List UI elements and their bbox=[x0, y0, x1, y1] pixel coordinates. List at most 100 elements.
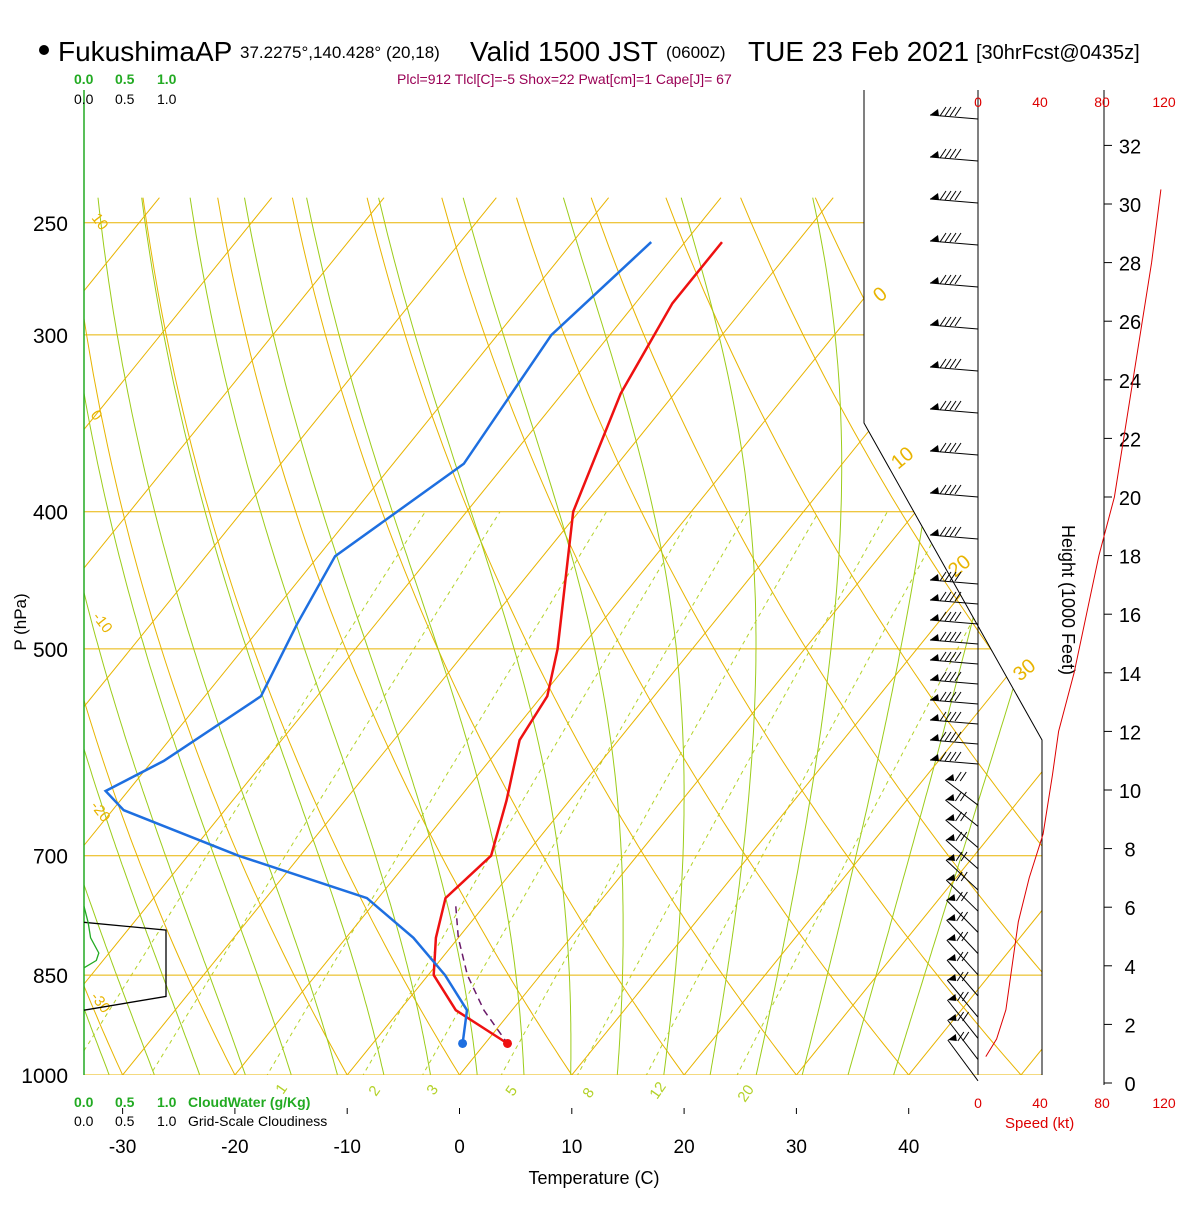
stability-indices: Plcl=912 Tlcl[C]=-5 Shox=22 Pwat[cm]=1 C… bbox=[397, 71, 732, 87]
height-tick-label: 8 bbox=[1124, 840, 1135, 862]
wind-barb-flag bbox=[930, 574, 939, 581]
wind-barb-tick bbox=[961, 951, 969, 962]
temperature-tick-label: 0 bbox=[454, 1137, 465, 1158]
wind-barb-tick bbox=[949, 400, 957, 411]
wind-barb-tick bbox=[954, 591, 962, 602]
wind-barb bbox=[946, 891, 979, 933]
wind-barb-tick bbox=[939, 400, 947, 411]
x-axis-label: Temperature (C) bbox=[528, 1168, 659, 1188]
wind-barb-tick bbox=[954, 274, 962, 285]
dry-adiabat-line bbox=[217, 197, 593, 1075]
wind-barb-tick bbox=[955, 851, 963, 862]
wind-barb-tick bbox=[959, 791, 967, 802]
wind-barb-tick bbox=[939, 591, 947, 602]
cloud-axis-bottom: 0.0 0.0 0.5 0.5 1.0 1.0 bbox=[74, 1094, 177, 1129]
wind-barb-tick bbox=[939, 274, 947, 285]
wind-barb-tick bbox=[939, 671, 947, 682]
wind-barb bbox=[947, 991, 979, 1039]
isotherm-label: 10 bbox=[88, 210, 112, 234]
wind-barb bbox=[947, 1031, 979, 1082]
mixing-ratio-line bbox=[630, 511, 950, 1075]
wind-barb bbox=[929, 484, 979, 498]
wind-barb-shaft bbox=[945, 799, 979, 827]
pressure-axis: 250 300 400 500 700 850 1000 bbox=[21, 213, 68, 1088]
wind-barb-tick bbox=[960, 871, 968, 882]
wind-barb-tick bbox=[944, 691, 952, 702]
wind-barb-tick bbox=[944, 651, 952, 662]
wind-barb-flag bbox=[930, 734, 939, 741]
wind-barb-tick bbox=[944, 190, 952, 201]
isotherms bbox=[84, 197, 1042, 1075]
height-axis-label: Height (1000 Feet) bbox=[1058, 525, 1078, 675]
height-tick-label: 20 bbox=[1119, 488, 1141, 510]
wind-barb-tick bbox=[944, 484, 952, 495]
wind-barb-tick bbox=[949, 671, 957, 682]
wind-barb-tick bbox=[939, 751, 947, 762]
wind-barb-flag bbox=[945, 814, 955, 821]
wind-barb-tick bbox=[939, 484, 947, 495]
wind-barb-tick bbox=[955, 811, 963, 822]
wind-barb bbox=[929, 400, 979, 414]
wind-barb bbox=[946, 931, 979, 976]
moist-adiabat-line bbox=[883, 197, 1042, 1075]
moist-adiabats bbox=[84, 197, 1042, 1075]
pressure-tick-label: 700 bbox=[33, 846, 68, 869]
wind-barb-tick bbox=[944, 611, 952, 622]
wind-barb-flag bbox=[930, 674, 939, 681]
moist-adiabat-line bbox=[84, 197, 167, 1075]
wind-barb-tick bbox=[949, 731, 957, 742]
wind-barb-tick bbox=[949, 611, 957, 622]
wind-barb-tick bbox=[944, 751, 952, 762]
wind-speed-line bbox=[985, 189, 1162, 1057]
cloudiness-tick-label: 1.0 bbox=[157, 91, 177, 107]
wind-barb-flag bbox=[930, 594, 939, 601]
wind-barb-flag bbox=[930, 487, 939, 494]
height-tick-label: 26 bbox=[1119, 312, 1141, 334]
wind-barb-tick bbox=[944, 591, 952, 602]
wind-barb bbox=[929, 751, 979, 765]
wind-barb bbox=[945, 831, 979, 870]
wind-barb bbox=[929, 442, 979, 456]
wind-barb-shaft bbox=[946, 899, 979, 933]
wind-barb-tick bbox=[944, 731, 952, 742]
mixing-ratio-label: 2 bbox=[365, 1083, 384, 1100]
moist-adiabat-line bbox=[84, 197, 122, 1075]
wind-barb-tick bbox=[961, 911, 969, 922]
wind-barb-tick bbox=[956, 951, 964, 962]
speed-tick-label: 120 bbox=[1152, 1095, 1176, 1111]
mixing-ratio-label: 12 bbox=[646, 1079, 669, 1102]
wind-barb bbox=[929, 691, 979, 705]
wind-barb-tick bbox=[949, 148, 957, 159]
isotherm-label: -10 bbox=[89, 609, 116, 637]
wind-barb-tick bbox=[944, 148, 952, 159]
moist-adiabat-line bbox=[462, 197, 624, 1075]
temperature-tick-label: 40 bbox=[898, 1137, 919, 1158]
y-axis-label: P (hPa) bbox=[11, 593, 30, 650]
height-tick-label: 30 bbox=[1119, 195, 1141, 217]
mixing-ratio-label: 5 bbox=[502, 1083, 521, 1100]
height-tick-label: 24 bbox=[1119, 371, 1141, 393]
wind-barb bbox=[929, 148, 979, 162]
height-tick-label: 4 bbox=[1124, 957, 1135, 979]
wind-barb-flag bbox=[947, 954, 956, 961]
isotherm-line bbox=[84, 197, 722, 1075]
wind-barb-tick bbox=[949, 232, 957, 243]
wind-barb-tick bbox=[955, 871, 963, 882]
wind-barb bbox=[946, 971, 979, 1018]
wind-barb-tick bbox=[944, 316, 952, 327]
moist-adiabat-line bbox=[306, 197, 526, 1075]
dry-adiabat-line bbox=[291, 197, 707, 1075]
pressure-tick-label: 1000 bbox=[21, 1065, 68, 1088]
temperature-tick-label: 20 bbox=[674, 1137, 695, 1158]
moist-adiabat-line bbox=[680, 197, 757, 1075]
pressure-tick-label: 300 bbox=[33, 325, 68, 348]
mixing-ratio-line bbox=[248, 511, 607, 1075]
wind-barb-flag bbox=[945, 834, 955, 841]
cloudiness-label: Grid-Scale Cloudiness bbox=[188, 1113, 327, 1129]
temperature-tick-label: 10 bbox=[561, 1137, 582, 1158]
moist-adiabat-line bbox=[84, 197, 212, 1075]
pressure-tick-label: 400 bbox=[33, 502, 68, 525]
temperature-tick-label: 30 bbox=[786, 1137, 807, 1158]
